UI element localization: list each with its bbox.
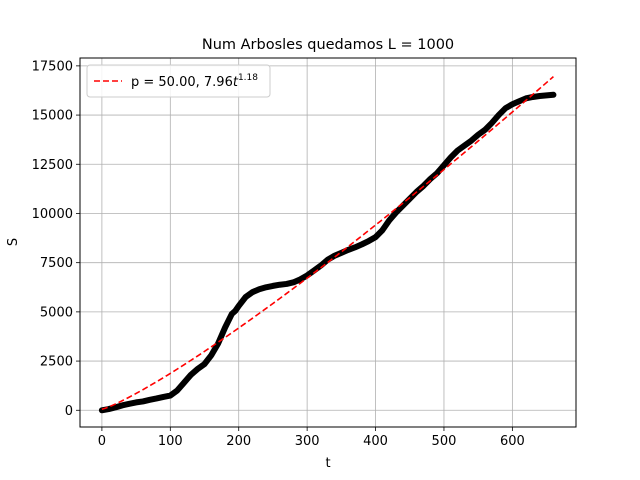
x-tick-label: 0 bbox=[98, 434, 106, 449]
ticks: 0 100 200 300 400 500 600 0 2500 5000 7500 10000 125… bbox=[32, 59, 525, 449]
x-tick-label: 600 bbox=[500, 434, 525, 449]
x-tick-label: 500 bbox=[432, 434, 457, 449]
legend-fit-label: p = 50.00, 7.96t1.18 bbox=[131, 73, 258, 90]
y-tick-label: 2500 bbox=[40, 355, 73, 370]
fit-series-line bbox=[101, 76, 554, 411]
data-series-line bbox=[98, 91, 557, 414]
y-tick-label: 12500 bbox=[32, 158, 73, 173]
series-layer bbox=[98, 76, 557, 414]
y-tick-label: 7500 bbox=[40, 256, 73, 271]
legend: p = 50.00, 7.96t1.18 bbox=[86, 64, 271, 98]
x-axis-label: t bbox=[325, 456, 330, 471]
y-tick-label: 15000 bbox=[32, 109, 73, 124]
plot-frame bbox=[79, 57, 577, 428]
x-tick-label: 100 bbox=[158, 434, 183, 449]
legend-box bbox=[86, 64, 271, 98]
y-tick-label: 10000 bbox=[32, 207, 73, 222]
legend-fit-exp: 1.18 bbox=[238, 73, 258, 83]
x-tick-label: 300 bbox=[295, 434, 320, 449]
y-axis-label: S bbox=[6, 238, 21, 246]
legend-fit-prefix: p = 50.00, 7.96 bbox=[131, 75, 233, 90]
legend-fit-var: t bbox=[233, 75, 239, 90]
x-tick-label: 400 bbox=[363, 434, 388, 449]
y-tick-label: 0 bbox=[65, 404, 73, 419]
y-tick-label: 17500 bbox=[32, 59, 73, 74]
y-tick-label: 5000 bbox=[40, 305, 73, 320]
x-tick-label: 200 bbox=[226, 434, 251, 449]
chart-title: Num Arbosles quedamos L = 1000 bbox=[202, 37, 454, 53]
